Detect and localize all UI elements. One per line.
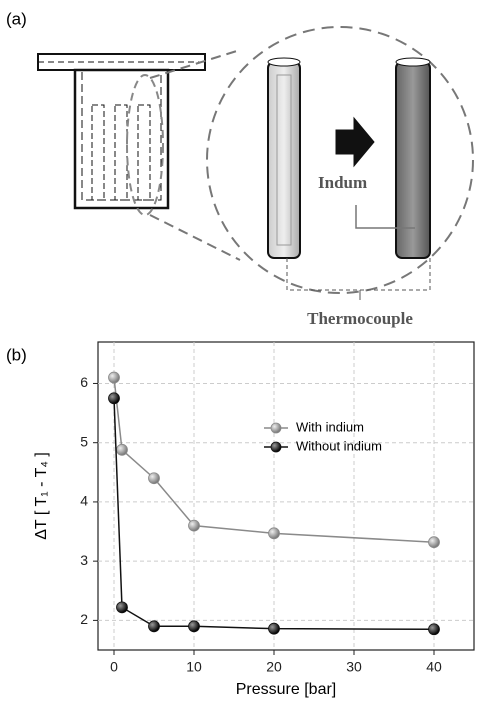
x-axis-title: Pressure [bar]: [236, 681, 336, 698]
data-line: [113, 398, 435, 631]
y-tick-label: 4: [80, 493, 88, 509]
x-tick-label: 20: [266, 659, 282, 675]
data-point: [148, 620, 160, 633]
legend-marker: [270, 441, 282, 453]
data-point: [116, 443, 128, 456]
data-point: [108, 371, 120, 384]
data-point: [188, 519, 200, 532]
panel-label: (b): [6, 345, 27, 364]
panel-label: (a): [6, 9, 27, 28]
data-line: [113, 377, 435, 543]
data-point: [268, 527, 280, 540]
data-point: [428, 623, 440, 636]
plot-frame: [97, 341, 475, 651]
legend-label: Without indium: [296, 438, 382, 453]
y-tick-label: 3: [80, 552, 88, 568]
y-tick-label: 6: [80, 374, 88, 390]
data-point: [428, 536, 440, 549]
y-tick-label: 2: [80, 611, 88, 627]
annotation: Thermocouple: [307, 309, 413, 328]
legend-marker: [270, 422, 282, 434]
data-point: [268, 622, 280, 635]
data-point: [188, 620, 200, 633]
x-tick-label: 10: [186, 659, 202, 675]
legend-label: With indium: [296, 419, 364, 434]
annotation: Indum: [318, 173, 367, 192]
x-tick-label: 30: [346, 659, 362, 675]
y-tick-label: 5: [80, 433, 88, 449]
y-axis-title: ΔT [ T₁ - T₄ ]: [33, 452, 50, 540]
x-tick-label: 40: [426, 659, 442, 675]
data-point: [148, 472, 160, 485]
x-tick-label: 0: [110, 659, 118, 675]
data-point: [116, 601, 128, 614]
data-point: [108, 392, 120, 405]
apparatus: [37, 26, 474, 300]
